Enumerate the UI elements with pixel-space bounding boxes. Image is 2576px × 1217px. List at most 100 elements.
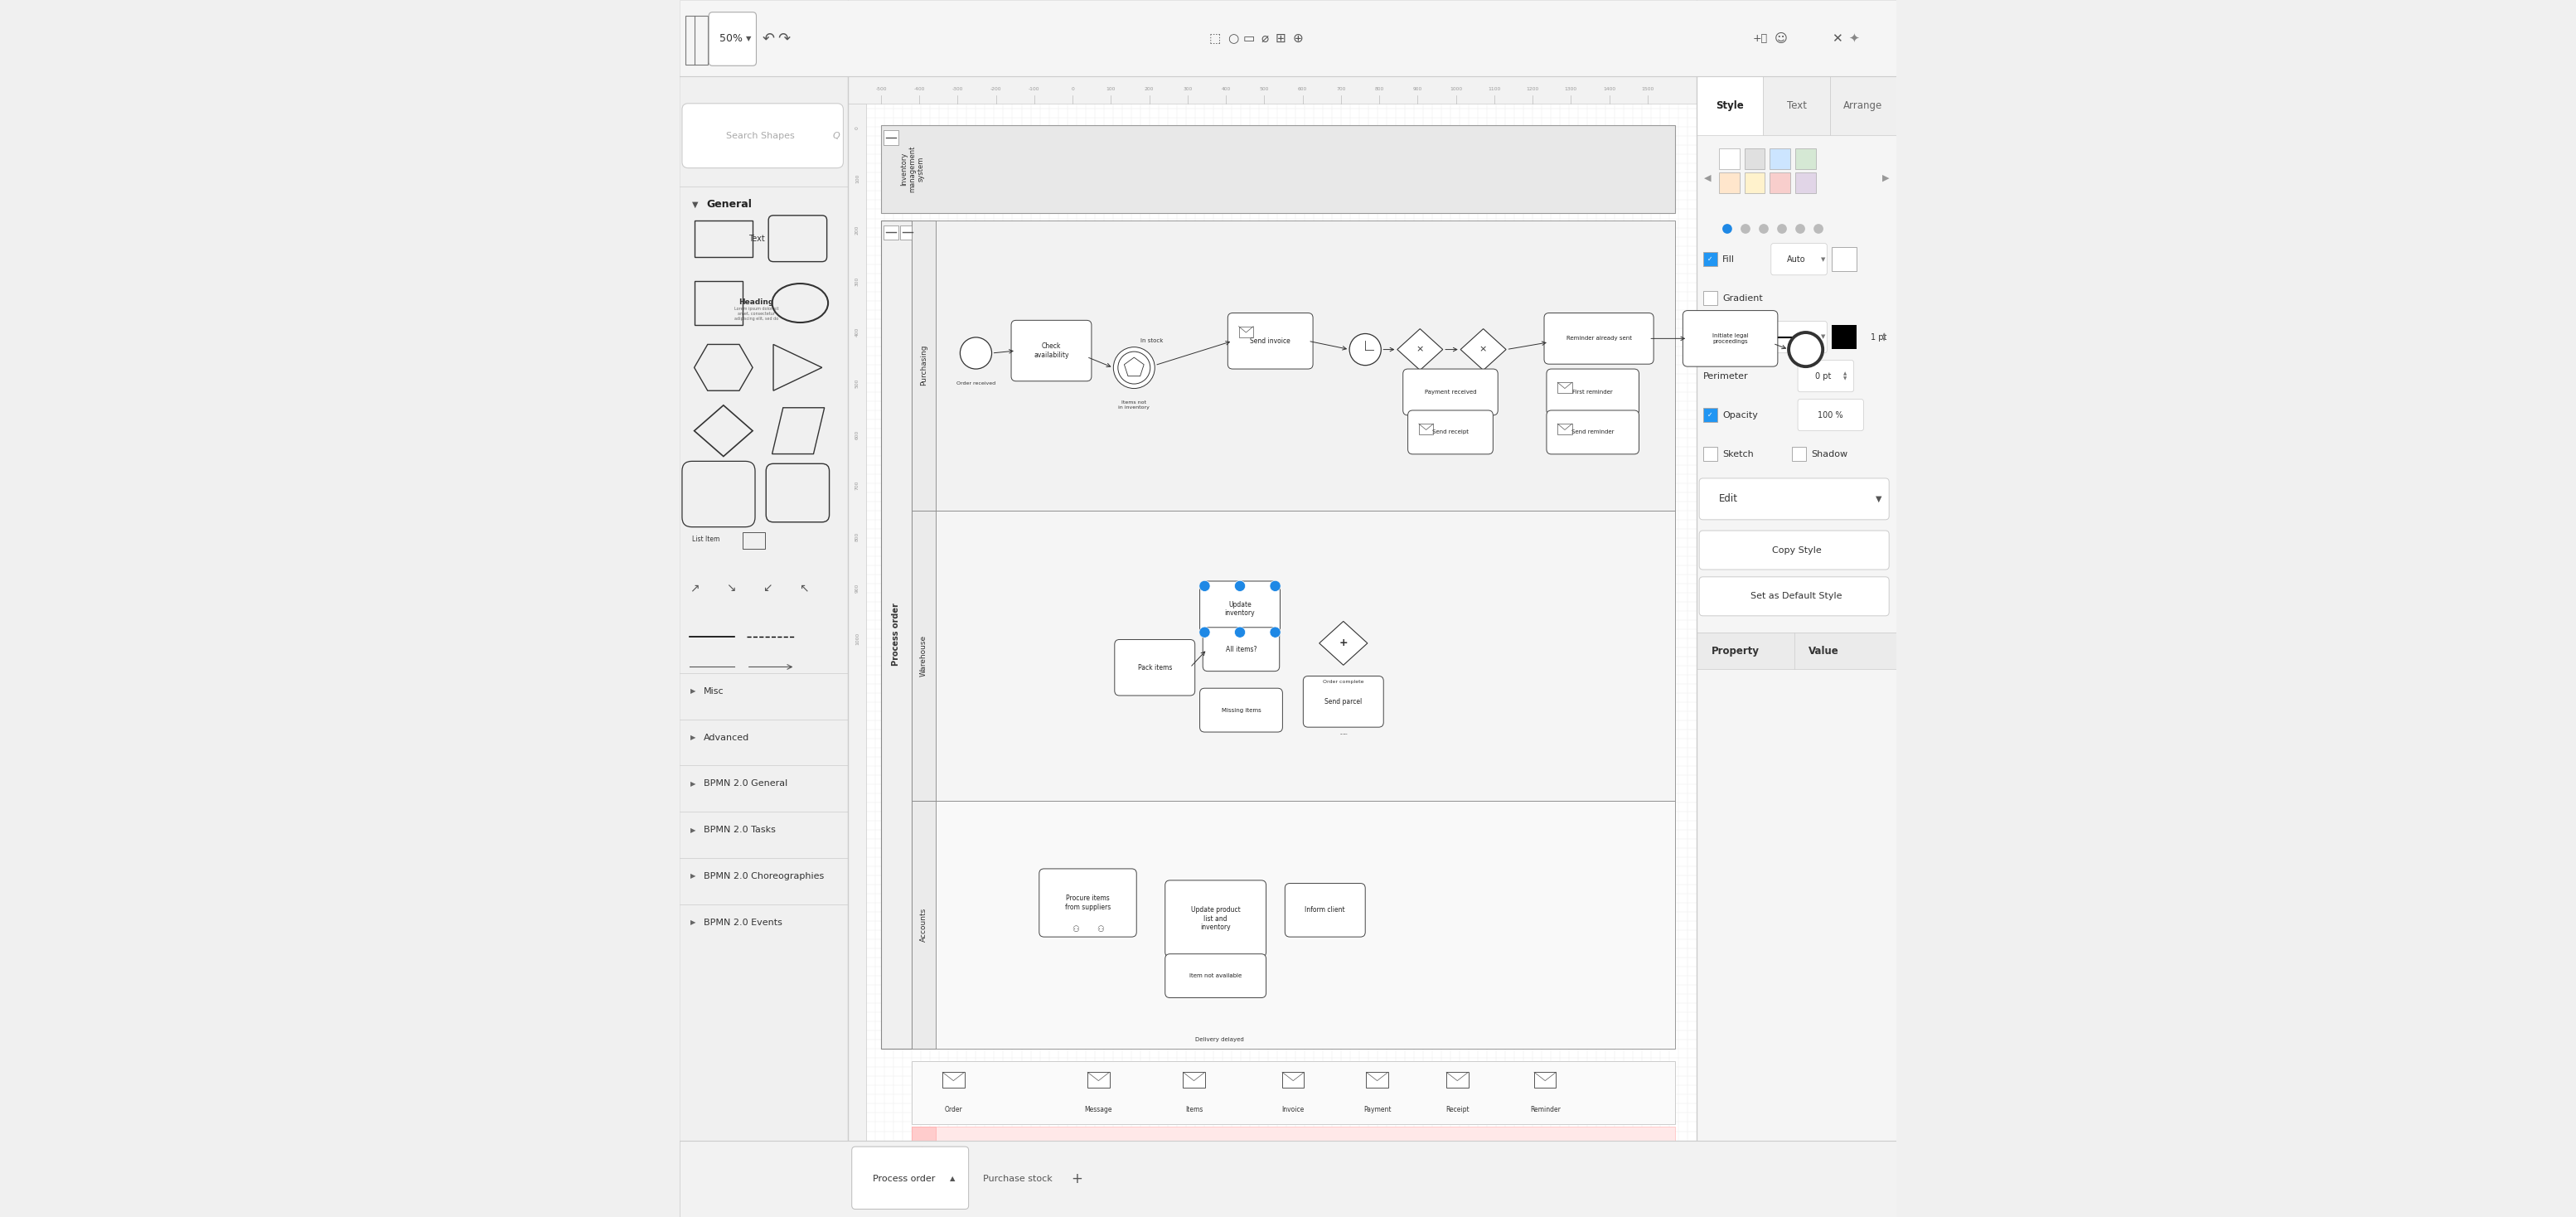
Text: -100: -100 xyxy=(1028,88,1041,91)
Text: 200: 200 xyxy=(855,225,860,235)
Bar xyxy=(742,532,765,549)
Text: 1000: 1000 xyxy=(855,633,860,645)
Text: 1100: 1100 xyxy=(1489,88,1502,91)
Bar xyxy=(696,281,742,325)
Text: 0: 0 xyxy=(855,127,860,129)
Bar xyxy=(1703,447,1718,461)
Circle shape xyxy=(1741,224,1749,234)
Bar xyxy=(912,220,1674,510)
Text: ▲: ▲ xyxy=(951,1174,956,1183)
Text: 900: 900 xyxy=(1412,88,1422,91)
Text: ▼: ▼ xyxy=(693,201,698,208)
Text: Initiate legal
proceedings: Initiate legal proceedings xyxy=(1713,333,1749,344)
Bar xyxy=(1832,325,1857,349)
Text: 500: 500 xyxy=(855,378,860,388)
Text: ↘: ↘ xyxy=(726,582,737,594)
Circle shape xyxy=(1270,581,1280,591)
Text: Receipt: Receipt xyxy=(1445,1106,1468,1114)
Text: Inform client: Inform client xyxy=(1306,907,1345,914)
Text: Payment: Payment xyxy=(1363,1106,1391,1114)
Bar xyxy=(884,130,899,145)
Bar xyxy=(685,16,708,65)
Text: Send parcel: Send parcel xyxy=(1324,697,1363,706)
Text: Send receipt: Send receipt xyxy=(1432,430,1468,434)
Text: + More Shapes: + More Shapes xyxy=(721,1180,806,1190)
Circle shape xyxy=(1270,627,1280,638)
Text: ⚇: ⚇ xyxy=(1072,925,1079,933)
Bar xyxy=(1718,148,1739,169)
Text: Warehouse: Warehouse xyxy=(920,634,927,677)
Text: Update
inventory: Update inventory xyxy=(1224,601,1255,617)
Text: ✓: ✓ xyxy=(1708,256,1713,263)
FancyBboxPatch shape xyxy=(1203,628,1280,672)
Text: 600: 600 xyxy=(1298,88,1306,91)
FancyBboxPatch shape xyxy=(683,1159,842,1212)
Text: First reminder: First reminder xyxy=(1571,389,1613,394)
Text: Order complete: Order complete xyxy=(1324,680,1363,684)
Text: ⚇: ⚇ xyxy=(1097,925,1103,933)
Text: ⊞: ⊞ xyxy=(1275,32,1285,45)
Bar xyxy=(1744,148,1765,169)
Text: 300: 300 xyxy=(1182,88,1193,91)
Text: ✕: ✕ xyxy=(1832,32,1842,45)
Text: BPMN 2.0 General: BPMN 2.0 General xyxy=(703,780,788,787)
Bar xyxy=(912,1127,1674,1178)
FancyBboxPatch shape xyxy=(1700,577,1888,616)
FancyBboxPatch shape xyxy=(1772,243,1826,275)
Text: +👤: +👤 xyxy=(1752,33,1767,44)
FancyBboxPatch shape xyxy=(1229,313,1314,369)
Text: Send reminder: Send reminder xyxy=(1571,430,1615,434)
Text: Line: Line xyxy=(1723,333,1741,341)
Bar xyxy=(881,220,912,1049)
Circle shape xyxy=(1118,352,1151,383)
Text: Message: Message xyxy=(1084,1106,1113,1114)
FancyBboxPatch shape xyxy=(683,103,842,168)
Text: Missing items: Missing items xyxy=(1221,707,1260,713)
Circle shape xyxy=(1777,224,1788,234)
Text: Value: Value xyxy=(1808,646,1839,656)
Text: General: General xyxy=(706,200,752,209)
Text: 1500: 1500 xyxy=(1641,88,1654,91)
Text: 300: 300 xyxy=(855,276,860,286)
Text: Arrange: Arrange xyxy=(1844,101,1883,111)
Bar xyxy=(848,77,1698,103)
Bar xyxy=(1087,1072,1110,1088)
Text: -500: -500 xyxy=(876,88,886,91)
Bar xyxy=(680,1140,1896,1217)
Text: Set as Default Style: Set as Default Style xyxy=(1752,593,1842,600)
Circle shape xyxy=(1234,581,1244,591)
Circle shape xyxy=(1795,224,1806,234)
Text: ▲
▼: ▲ ▼ xyxy=(1883,332,1886,342)
FancyBboxPatch shape xyxy=(1798,360,1855,392)
Text: ▶: ▶ xyxy=(690,826,696,834)
Text: Order: Order xyxy=(945,1106,963,1114)
Text: Opacity: Opacity xyxy=(1723,411,1757,419)
Bar xyxy=(912,801,1674,1049)
Bar xyxy=(1698,77,1765,135)
Text: ▶: ▶ xyxy=(690,919,696,926)
Text: 400: 400 xyxy=(1221,88,1231,91)
Text: Payment received: Payment received xyxy=(1425,389,1476,394)
Text: ↙: ↙ xyxy=(762,582,773,594)
FancyBboxPatch shape xyxy=(1038,869,1136,937)
Text: Heading: Heading xyxy=(739,298,773,305)
Text: Search Shapes: Search Shapes xyxy=(726,131,793,140)
Text: ⌀: ⌀ xyxy=(1262,32,1267,45)
Text: Style: Style xyxy=(1716,101,1744,111)
Bar xyxy=(1535,1072,1556,1088)
FancyBboxPatch shape xyxy=(1164,880,1265,957)
Polygon shape xyxy=(1461,329,1507,370)
Bar xyxy=(1765,77,1829,135)
FancyBboxPatch shape xyxy=(1303,677,1383,728)
Bar xyxy=(912,801,935,1049)
Bar xyxy=(1703,408,1718,422)
Bar xyxy=(1239,326,1255,337)
FancyBboxPatch shape xyxy=(708,12,757,66)
Bar xyxy=(1703,252,1718,267)
Text: ✓: ✓ xyxy=(1708,411,1713,419)
Text: BPMN 2.0 Tasks: BPMN 2.0 Tasks xyxy=(703,826,775,834)
Bar xyxy=(943,1072,963,1088)
Text: ✦: ✦ xyxy=(1850,32,1860,45)
FancyBboxPatch shape xyxy=(1546,410,1638,454)
FancyBboxPatch shape xyxy=(1285,884,1365,937)
